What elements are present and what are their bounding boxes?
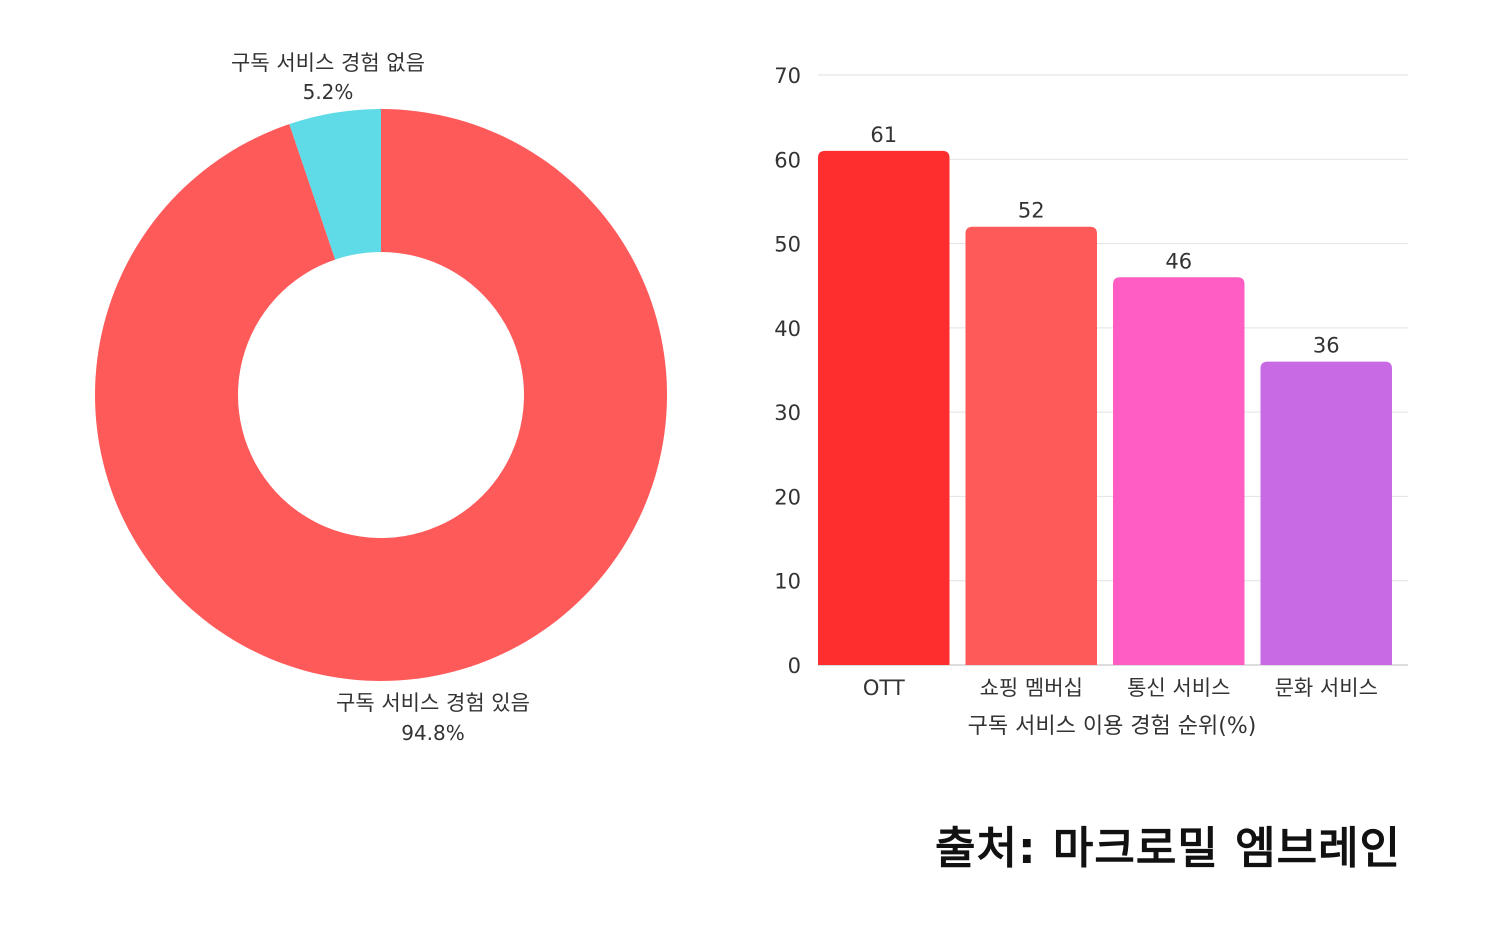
bar-chart: 0 10 20 30 40 50 60 70 61 52 46 36 OTT 쇼핑 멤버십 통신 서비스… xyxy=(774,64,1408,739)
x-tick-label: 문화 서비스 xyxy=(1275,676,1378,700)
bar-value-label: 52 xyxy=(1018,199,1045,223)
slice-value-label: 94.8% xyxy=(401,721,465,745)
x-tick-label: 통신 서비스 xyxy=(1127,676,1230,700)
y-tick-label: 40 xyxy=(774,317,801,341)
donut-slice xyxy=(95,109,668,681)
y-tick-label: 60 xyxy=(774,148,801,172)
bars: 61 52 46 36 xyxy=(818,123,1392,665)
x-axis-ticks: OTT 쇼핑 멤버십 통신 서비스 문화 서비스 xyxy=(863,676,1378,700)
bar-value-label: 61 xyxy=(870,123,897,147)
x-tick-label: 쇼핑 멤버십 xyxy=(980,676,1083,700)
donut-slice xyxy=(289,109,381,260)
bar-value-label: 36 xyxy=(1313,334,1340,358)
slice-label: 구독 서비스 경험 있음 xyxy=(336,691,530,715)
y-tick-label: 30 xyxy=(774,401,801,425)
bar-value-label: 46 xyxy=(1165,249,1192,273)
slice-label: 구독 서비스 경험 없음 xyxy=(231,51,425,75)
y-tick-label: 10 xyxy=(774,570,801,594)
x-axis-label: 구독 서비스 이용 경험 순위(%) xyxy=(968,714,1257,739)
bar xyxy=(1260,361,1392,665)
y-tick-label: 50 xyxy=(774,233,801,257)
bar xyxy=(965,226,1097,665)
donut-chart: 구독 서비스 경험 없음 5.2% 구독 서비스 경험 있음 94.8% xyxy=(95,51,668,745)
y-tick-label: 0 xyxy=(788,654,801,678)
y-axis-ticks: 0 10 20 30 40 50 60 70 xyxy=(774,64,801,678)
bar xyxy=(1113,277,1245,665)
source-note: 출처: 마크로밀 엠브레인 xyxy=(935,823,1402,874)
slice-value-label: 5.2% xyxy=(303,80,354,104)
y-tick-label: 70 xyxy=(774,64,801,88)
x-tick-label: OTT xyxy=(863,676,905,700)
bar xyxy=(818,150,950,665)
y-tick-label: 20 xyxy=(774,485,801,509)
